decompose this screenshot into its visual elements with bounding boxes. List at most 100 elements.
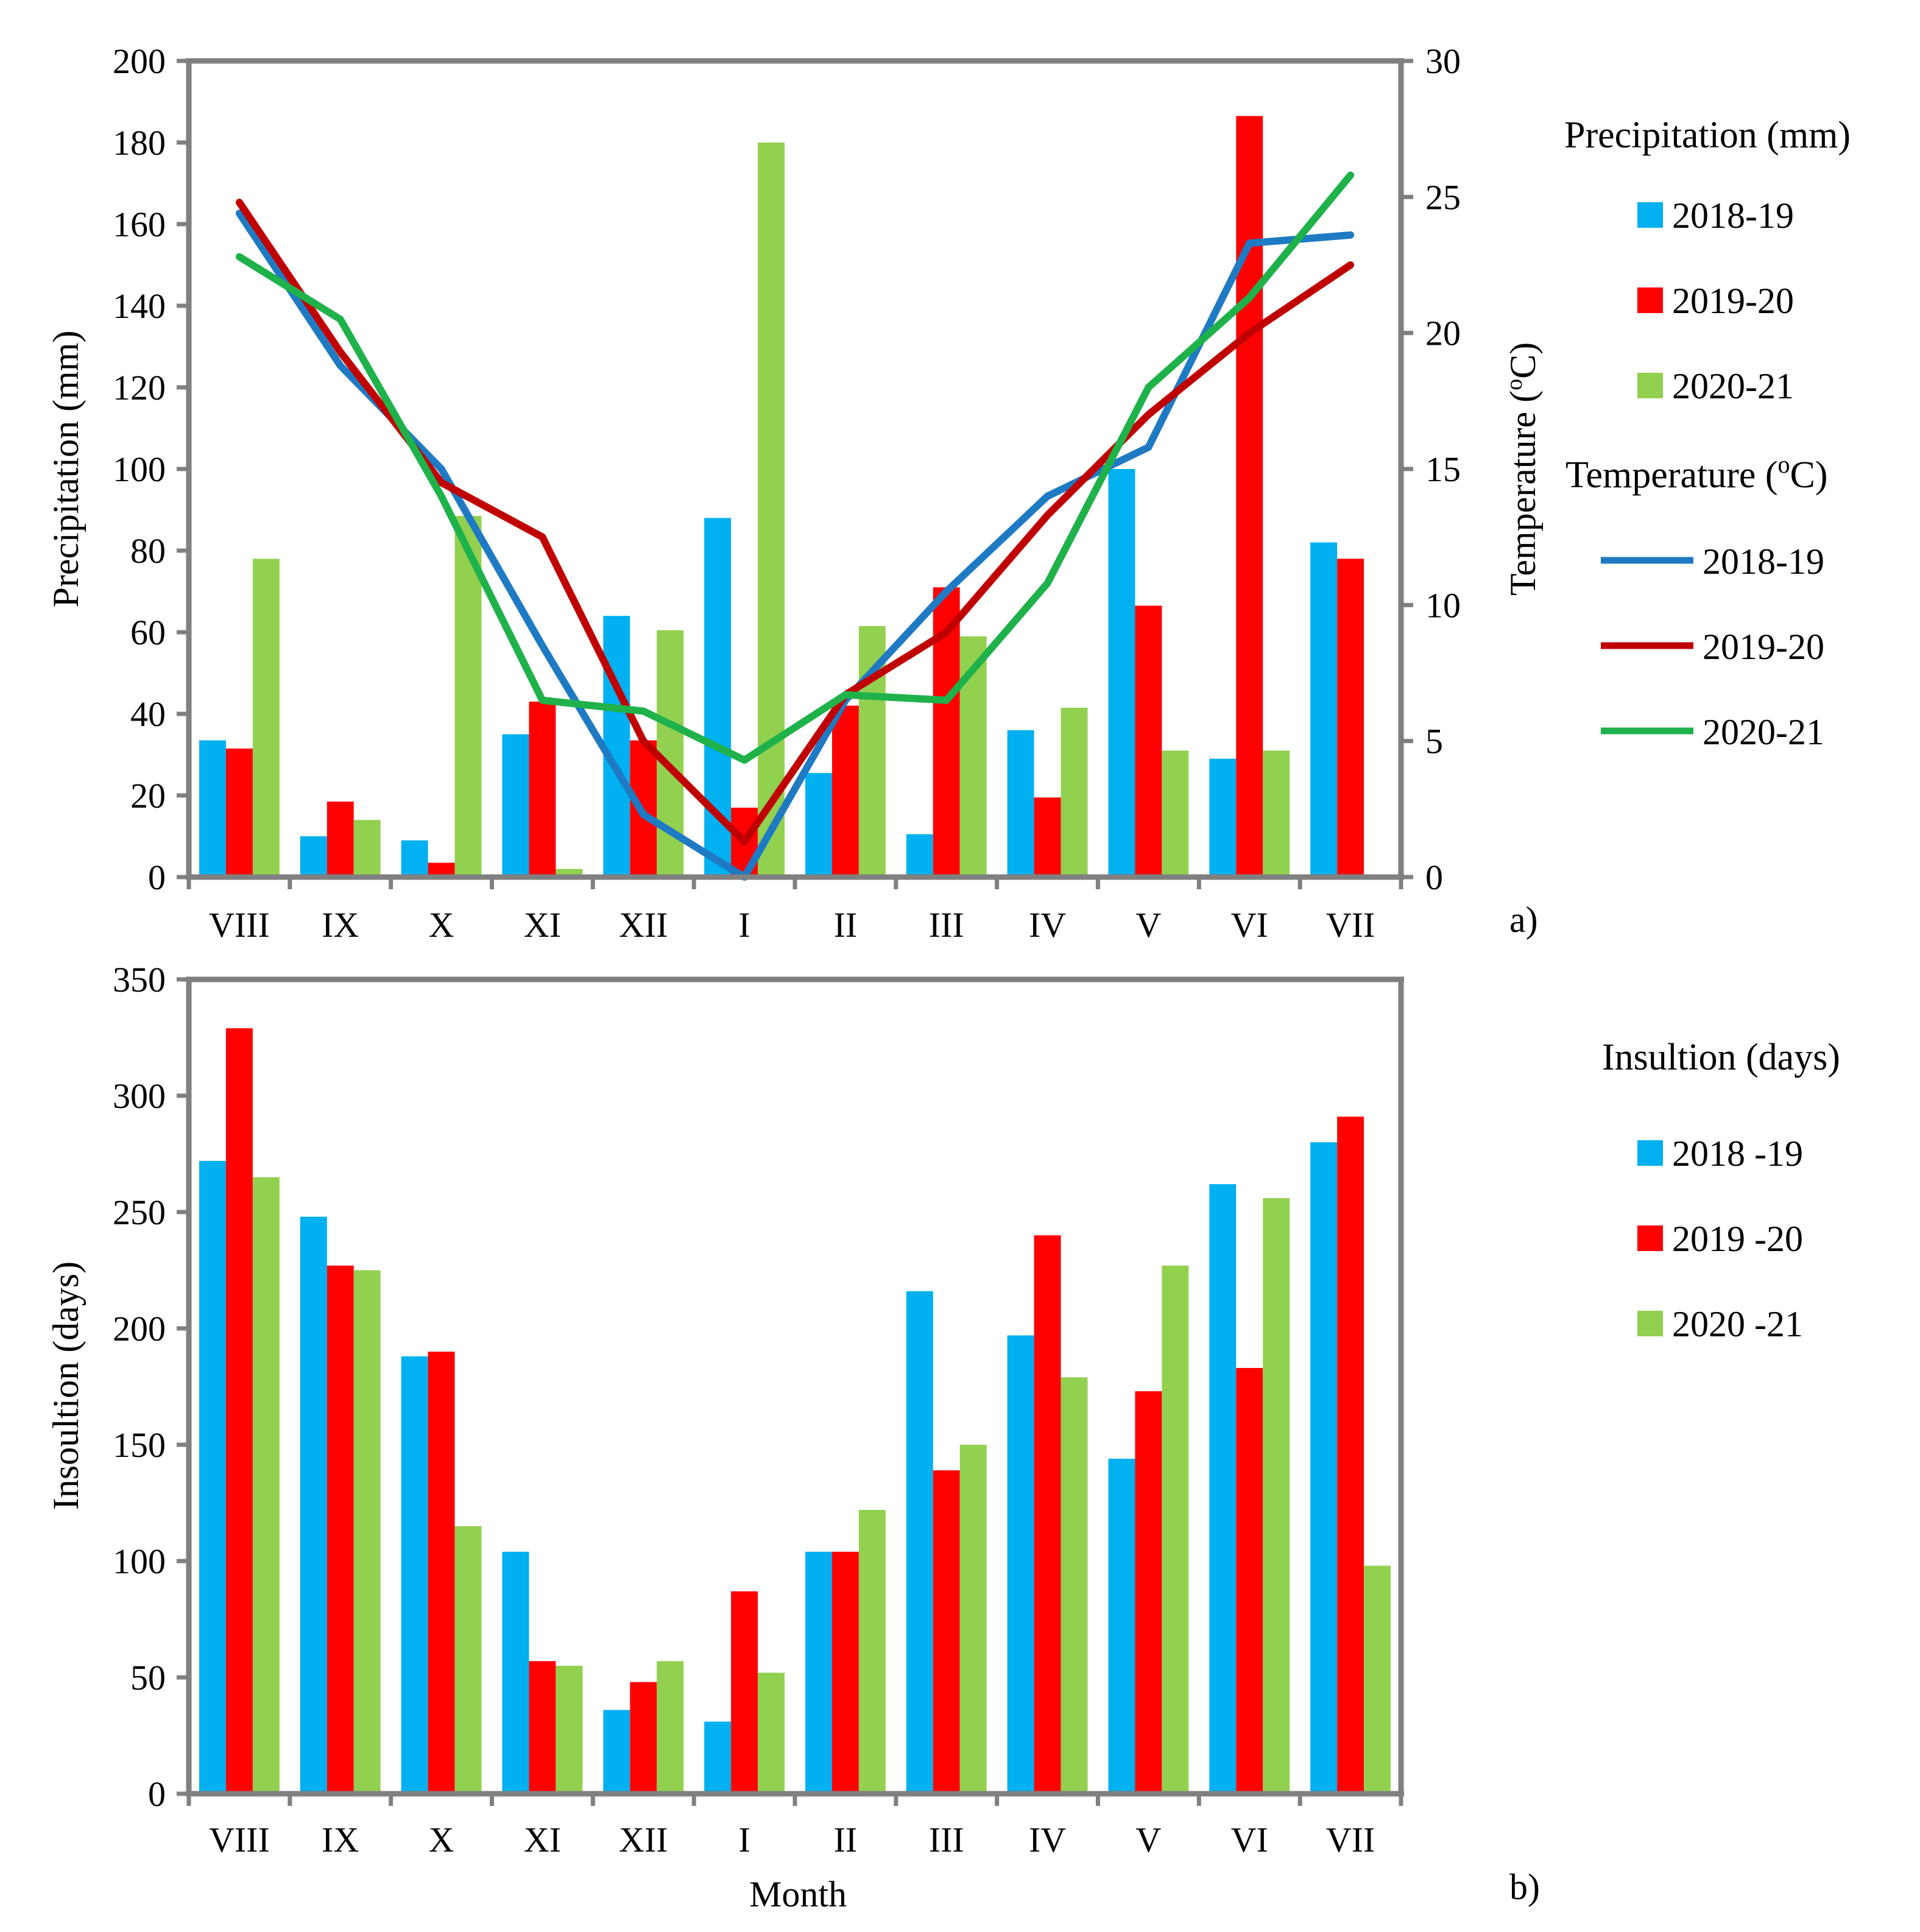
- b-month-label-XII: XII: [619, 1820, 668, 1860]
- temperature-line-2019-20: [235, 199, 1355, 845]
- temperature-axis-tick-labels: 0 5 10 15 20 25 30: [1425, 41, 1461, 897]
- insol-bar-2018-19-3: [502, 1551, 529, 1794]
- insol-bar-2020-21-9: [1162, 1265, 1189, 1794]
- insol-tick-label-300: 300: [113, 1076, 166, 1116]
- insolation-axis-tick-labels: 0 50 100 150 200 250 300 350: [113, 960, 166, 1814]
- insol-bar-2018-19-1: [300, 1216, 327, 1794]
- insol-bar-2019-20-5: [731, 1591, 758, 1794]
- precip-bar-2019-20-10: [1236, 116, 1263, 878]
- precip-bar-2018-19-4: [603, 616, 630, 877]
- temperature-line-2020-21: [235, 171, 1355, 764]
- insol-tick-label-0: 0: [148, 1774, 166, 1814]
- precip-bar-2020-21-10: [1263, 750, 1290, 877]
- insol-bar-2019-20-10: [1236, 1367, 1263, 1794]
- a-month-label-XII: XII: [619, 905, 668, 945]
- temperature-line-2018-19: [235, 210, 1355, 881]
- precip-bar-2018-19-1: [300, 836, 327, 877]
- b-month-label-III: III: [929, 1820, 964, 1860]
- legend-label-precip-2020-21: 2020-21: [1672, 366, 1794, 406]
- precip-tick-label-80: 80: [130, 531, 166, 571]
- insol-bar-2019-20-8: [1034, 1235, 1061, 1794]
- temperature-legend-title-sup: o: [1778, 451, 1790, 478]
- insol-bar-2018-19-2: [401, 1356, 428, 1794]
- temperature-axis-title: Temperature (oC): [1502, 342, 1543, 596]
- insol-bar-2020-21-1: [353, 1270, 381, 1794]
- b-month-label-VII: VII: [1326, 1820, 1375, 1860]
- precip-bar-2019-20-6: [831, 705, 859, 877]
- panel-b-label: b): [1509, 1867, 1540, 1907]
- precip-bar-2020-21-9: [1162, 750, 1189, 877]
- a-month-label-XI: XI: [524, 905, 561, 945]
- a-month-label-IV: IV: [1029, 905, 1066, 945]
- b-month-label-II: II: [834, 1820, 858, 1860]
- insol-bar-2019-20-6: [831, 1551, 859, 1794]
- b-month-label-XI: XI: [524, 1820, 561, 1860]
- legend-label-insol-2020-21: 2020 -21: [1672, 1304, 1803, 1344]
- temperature-legend-title: Temperature (oC): [1565, 451, 1828, 496]
- a-month-label-X: X: [429, 905, 454, 945]
- panel-a-precipitation-temperature: 0 20 40 60 80 100 120 140 160 180 200 0 5 10 15 20 25 30…: [46, 41, 1851, 945]
- temp-tick-label-0: 0: [1425, 858, 1443, 897]
- a-month-label-VIII: VIII: [209, 905, 270, 945]
- insol-bar-2020-21-7: [959, 1445, 987, 1794]
- a-month-label-I: I: [738, 905, 750, 945]
- legend-label-precip-2018-19: 2018-19: [1672, 196, 1794, 236]
- panel-b-axes: [177, 976, 1404, 1806]
- legend-label-temp-2019-20: 2019-20: [1703, 627, 1824, 667]
- insol-bar-2020-21-11: [1364, 1565, 1391, 1794]
- insol-bar-2018-19-9: [1108, 1458, 1135, 1794]
- legend-label-temp-2018-19: 2018-19: [1703, 541, 1824, 582]
- precip-tick-label-40: 40: [130, 694, 166, 734]
- precip-bar-2019-20-0: [225, 748, 253, 877]
- a-month-label-VI: VI: [1231, 905, 1268, 945]
- panel-b-legend: Insultion (days) 2018 -19 2019 -20 2020 …: [1602, 1037, 1840, 1344]
- insol-bar-2020-21-2: [454, 1526, 482, 1794]
- legend-label-insol-2018-19: 2018 -19: [1672, 1133, 1803, 1174]
- insol-bar-2020-21-4: [657, 1661, 684, 1794]
- insol-bar-2020-21-0: [252, 1177, 280, 1794]
- temperature-axis-title-sup: o: [1502, 379, 1527, 390]
- insol-bar-2019-20-0: [225, 1028, 253, 1794]
- insol-bar-2019-20-4: [630, 1682, 657, 1794]
- precip-bar-2019-20-2: [428, 862, 455, 877]
- precip-bar-2018-19-10: [1209, 758, 1237, 877]
- legend-label-insol-2019-20: 2019 -20: [1672, 1219, 1803, 1259]
- insol-bar-2019-20-3: [529, 1661, 556, 1794]
- temp-tick-label-15: 15: [1425, 450, 1461, 489]
- b-month-label-VIII: VIII: [209, 1820, 270, 1860]
- insol-bar-2018-19-5: [704, 1721, 732, 1794]
- insol-bar-2018-19-4: [603, 1710, 630, 1794]
- insol-bar-2020-21-10: [1263, 1198, 1290, 1794]
- insol-bar-2018-19-8: [1007, 1335, 1034, 1794]
- precipitation-legend-title: Precipitation (mm): [1564, 115, 1851, 156]
- b-month-label-X: X: [429, 1820, 454, 1860]
- precip-bar-2019-20-8: [1034, 797, 1061, 877]
- precip-bar-2018-19-11: [1310, 542, 1338, 877]
- panel-a-axes: [177, 58, 1413, 889]
- precip-bar-2018-19-6: [805, 773, 832, 877]
- insol-tick-label-100: 100: [113, 1542, 166, 1581]
- precip-tick-label-60: 60: [130, 613, 166, 652]
- precip-bar-2020-21-8: [1061, 707, 1088, 877]
- insol-bar-2020-21-8: [1061, 1377, 1088, 1794]
- insol-tick-label-250: 250: [113, 1193, 166, 1232]
- a-month-label-IX: IX: [322, 905, 359, 945]
- temp-tick-label-5: 5: [1425, 722, 1443, 761]
- panel-a-label: a): [1509, 900, 1538, 940]
- precip-bar-2018-19-3: [502, 734, 529, 877]
- precipitation-bars: [199, 116, 1364, 878]
- precip-bar-2018-19-9: [1108, 469, 1135, 877]
- precip-bar-2018-19-8: [1007, 730, 1034, 877]
- legend-swatch-precip-2020-21: [1637, 373, 1663, 398]
- precip-bar-2020-21-0: [252, 559, 280, 877]
- precip-tick-label-200: 200: [113, 41, 166, 81]
- insol-tick-label-350: 350: [113, 960, 166, 999]
- temp-tick-label-25: 25: [1425, 177, 1461, 217]
- temperature-axis-title-suffix: C): [1503, 342, 1543, 379]
- insol-bar-2018-19-7: [906, 1291, 933, 1794]
- precip-tick-label-20: 20: [130, 776, 166, 816]
- temp-tick-label-20: 20: [1425, 314, 1461, 353]
- a-month-label-III: III: [929, 905, 964, 945]
- precipitation-axis-tick-labels: 0 20 40 60 80 100 120 140 160 180 200: [113, 41, 166, 897]
